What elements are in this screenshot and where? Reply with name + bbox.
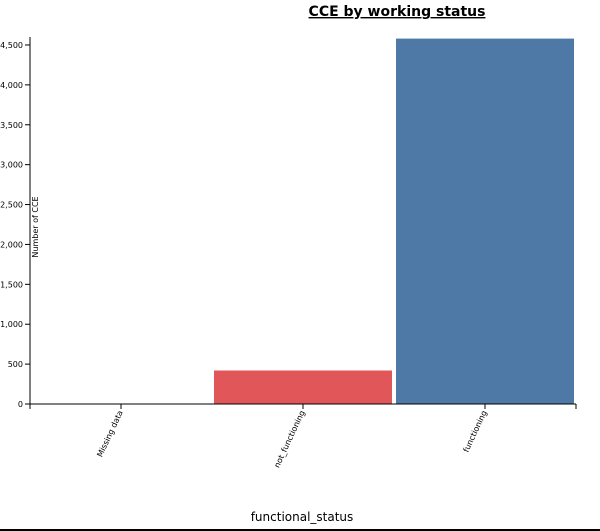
y-tick-label: 3,500 — [0, 121, 23, 130]
bar — [214, 370, 392, 404]
y-axis: 0 500 1,000 1,500 2,000 2,500 3,000 3,500 4,000 4… — [0, 37, 31, 409]
bar — [396, 38, 574, 405]
chart-title: CCE by working status — [309, 4, 486, 20]
bars-group — [214, 38, 574, 405]
y-tick-label: 2,000 — [0, 240, 23, 249]
y-axis-label: Number of CCE — [31, 196, 40, 257]
y-tick-label: 500 — [8, 360, 23, 369]
y-tick-label: 1,500 — [0, 280, 23, 289]
y-tick-label: 4,000 — [0, 81, 23, 90]
y-tick-label: 4,500 — [0, 41, 23, 50]
x-tick-label: functioning — [462, 409, 489, 454]
x-tick-label: not_functioning — [272, 409, 306, 469]
x-axis-label: functional_status — [251, 510, 354, 524]
y-tick-label: 2,500 — [0, 201, 23, 210]
y-tick-label: 0 — [18, 400, 23, 409]
bottom-border — [0, 529, 600, 531]
y-tick-label: 1,000 — [0, 320, 23, 329]
y-tick-label: 3,000 — [0, 161, 23, 170]
x-tick-label: Missing data — [95, 409, 124, 459]
x-axis: Missing data not_functioning functioning — [29, 403, 577, 469]
